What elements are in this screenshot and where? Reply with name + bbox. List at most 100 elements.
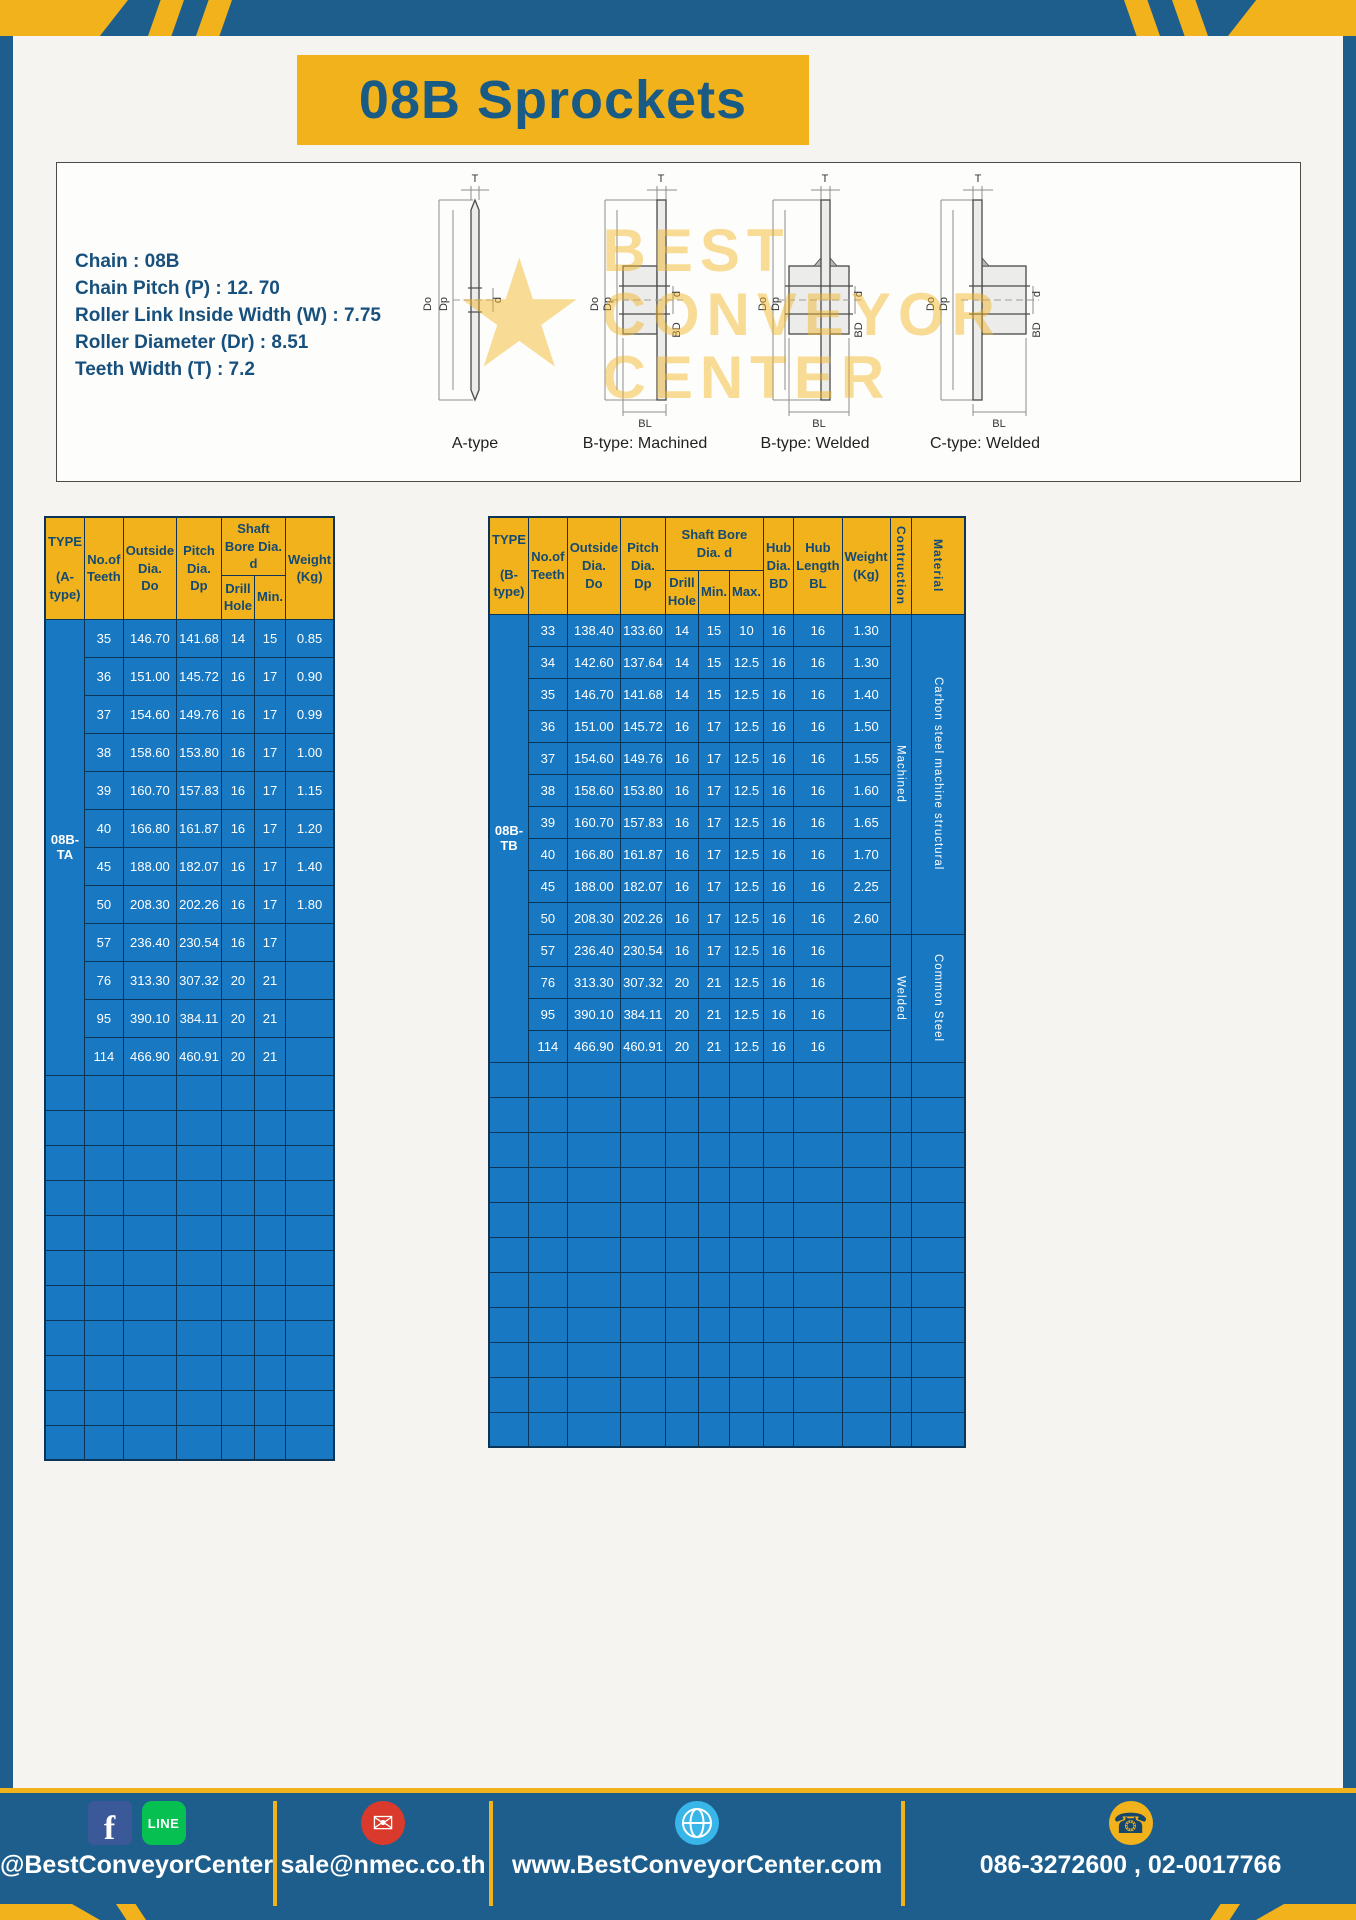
empty-cell [793, 1201, 843, 1238]
empty-cell [889, 1131, 912, 1168]
email-icon[interactable]: ✉ [361, 1801, 406, 1845]
header-pitch-dia: Pitch Dia. Dp [176, 516, 222, 620]
website-link[interactable]: www.BestConveyorCenter.com [512, 1851, 883, 1879]
empty-cell [664, 1271, 700, 1308]
empty-cell [566, 1131, 622, 1168]
empty-cell [910, 1341, 966, 1378]
empty-cell [620, 1236, 666, 1273]
table-cell: 16 [762, 869, 795, 903]
table-row: 08B-TB 33 138.40 133.60 14 15 10 16 16 1.30 Machin… [488, 613, 966, 1063]
empty-table-row [488, 1201, 966, 1238]
empty-cell [889, 1411, 912, 1448]
dim-bd: BD [1031, 322, 1043, 337]
corner-accent [0, 0, 128, 36]
table-cell: 17 [254, 846, 287, 886]
empty-cell [527, 1411, 568, 1448]
table-cell: 16 [220, 656, 256, 696]
table-cell: 21 [254, 960, 287, 1000]
empty-cell [889, 1376, 912, 1413]
empty-cell [889, 1166, 912, 1203]
page-title: 08B Sprockets [358, 70, 748, 130]
social-handle-link[interactable]: @BestConveyorCenter [0, 1851, 274, 1879]
empty-cell [44, 1319, 85, 1356]
table-cell: 12.5 [729, 933, 764, 967]
figure-b-type-welded: T Do Dp d BD [735, 167, 895, 453]
empty-cell [620, 1376, 666, 1413]
table-cell: 1.30 [841, 613, 891, 647]
empty-table-row [44, 1179, 335, 1216]
table-cell: 202.26 [176, 884, 222, 924]
facebook-glyph: f [103, 1809, 116, 1847]
empty-cell [729, 1166, 764, 1203]
footer-divider [901, 1801, 906, 1906]
empty-table-row [44, 1214, 335, 1251]
table-cell: 14 [664, 645, 700, 679]
spec-chain: Chain : 08B [75, 251, 180, 272]
empty-cell [910, 1096, 966, 1133]
table-cell: 38 [527, 773, 568, 807]
table-cell: 133.60 [620, 613, 666, 647]
table-cell: 182.07 [176, 846, 222, 886]
empty-cell [83, 1284, 124, 1321]
table-cell: 202.26 [620, 901, 666, 935]
table-cell: 466.90 [122, 1036, 178, 1076]
dim-bd: BD [853, 322, 865, 337]
empty-cell [44, 1179, 85, 1216]
empty-cell [83, 1074, 124, 1111]
table-cell: 39 [83, 770, 124, 810]
table-cell: 188.00 [566, 869, 622, 903]
facebook-icon[interactable]: f [87, 1801, 132, 1847]
footer-accent-line [0, 1788, 1356, 1793]
table-row: 40 166.80 161.87 16 17 1.20 [45, 808, 335, 848]
table-cell: 153.80 [620, 773, 666, 807]
table-cell: 230.54 [176, 922, 222, 962]
empty-cell [620, 1306, 666, 1343]
empty-cell [664, 1236, 700, 1273]
empty-cell [910, 1306, 966, 1343]
table-cell: 17 [254, 770, 287, 810]
chain-specs: Chain : 08B Chain Pitch (P) : 12. 70 Rol… [75, 249, 381, 384]
empty-cell [793, 1306, 843, 1343]
table-a-body: 08B-TA 35 146.70 141.68 14 15 0.85 36 151.00 145.… [44, 618, 335, 1461]
table-cell: 76 [527, 965, 568, 999]
table-cell: 1.00 [285, 732, 335, 772]
empty-cell [254, 1319, 287, 1356]
line-icon[interactable]: LINE [141, 1801, 186, 1845]
empty-cell [664, 1201, 700, 1238]
dim-dp: Dp [438, 297, 450, 311]
empty-cell [527, 1096, 568, 1133]
empty-cell [83, 1214, 124, 1251]
empty-cell [910, 1166, 966, 1203]
empty-cell [910, 1376, 966, 1413]
empty-cell [566, 1271, 622, 1308]
phone-icon[interactable]: ☎ [1108, 1801, 1153, 1845]
empty-cell [44, 1389, 85, 1426]
empty-cell [762, 1341, 795, 1378]
empty-cell [620, 1341, 666, 1378]
table-cell: 142.60 [566, 645, 622, 679]
email-link[interactable]: sale@nmec.co.th [280, 1851, 486, 1879]
table-row: 57 236.40 230.54 16 17 [45, 922, 335, 962]
table-cell: 21 [254, 1036, 287, 1076]
globe-icon[interactable] [675, 1801, 720, 1845]
table-cell: 17 [254, 922, 287, 962]
header-outside-dia: Outside Dia. Do [566, 516, 622, 615]
table-cell: 384.11 [620, 997, 666, 1031]
empty-cell [664, 1411, 700, 1448]
table-cell: 166.80 [122, 808, 178, 848]
empty-cell [220, 1179, 256, 1216]
empty-cell [220, 1319, 256, 1356]
empty-table-row [44, 1319, 335, 1356]
table-cell: 16 [793, 805, 843, 839]
dim-do: Do [422, 297, 434, 311]
table-row: 37 154.60 149.76 16 17 12.5 16 16 1.55 [489, 741, 965, 775]
figure-c-type-welded: T Do Dp d BD [905, 167, 1065, 453]
table-cell: 40 [527, 837, 568, 871]
empty-cell [889, 1096, 912, 1133]
empty-cell [698, 1341, 731, 1378]
header-type: TYPE (B-type) [488, 516, 529, 615]
empty-cell [841, 1096, 891, 1133]
table-cell: 236.40 [566, 933, 622, 967]
table-cell: 95 [83, 998, 124, 1038]
table-cell: 16 [793, 997, 843, 1031]
